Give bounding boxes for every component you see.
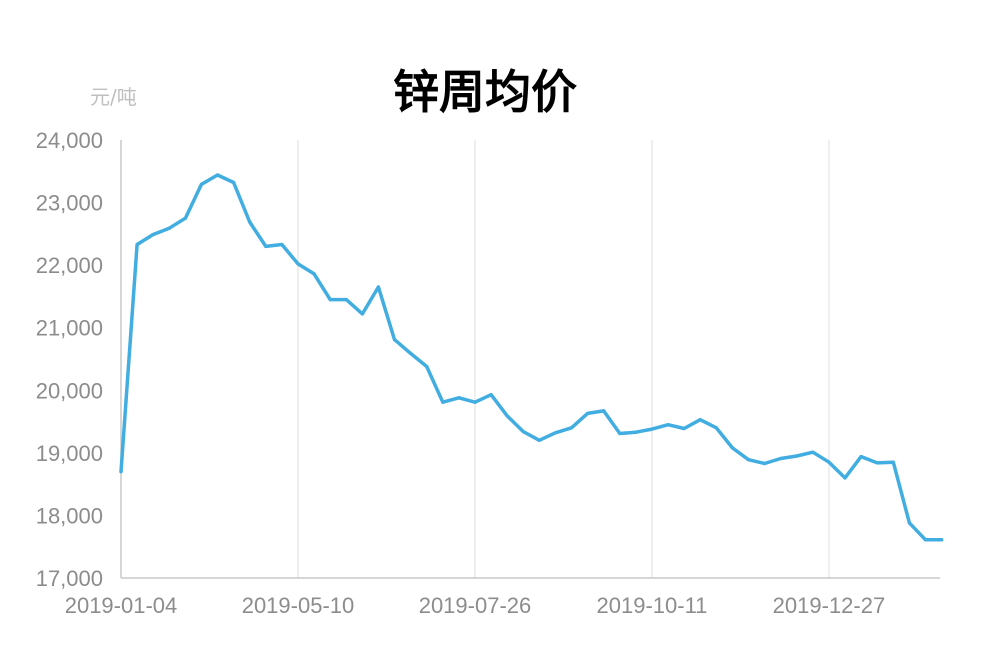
x-tick-label: 2019-10-11 xyxy=(597,593,708,618)
data-point xyxy=(199,182,203,186)
data-point xyxy=(923,538,928,542)
data-point xyxy=(843,476,847,480)
y-tick-label: 17,000 xyxy=(36,566,103,591)
data-point xyxy=(553,431,558,435)
data-point xyxy=(248,220,252,224)
y-tick-label: 22,000 xyxy=(36,253,103,278)
data-point xyxy=(763,461,767,466)
data-point xyxy=(473,400,477,404)
data-point xyxy=(167,226,171,230)
data-point xyxy=(360,312,364,316)
data-point xyxy=(779,456,783,461)
data-point xyxy=(521,430,525,434)
data-point xyxy=(746,458,751,462)
series-layer xyxy=(119,173,944,542)
data-point xyxy=(409,351,413,355)
data-point xyxy=(891,460,895,464)
x-tick-label: 2019-01-04 xyxy=(65,593,178,618)
y-tick-label: 19,000 xyxy=(36,441,103,466)
y-tick-label: 21,000 xyxy=(36,316,103,341)
x-axis-tick-labels: 2019-01-04 2019-05-10 2019-07-26 2019-10-11… xyxy=(65,593,886,618)
data-point xyxy=(714,426,718,430)
data-point xyxy=(183,216,187,220)
data-point xyxy=(618,431,622,436)
y-axis-unit-label: 元/吨 xyxy=(90,85,137,109)
y-axis-tick-labels: 24,000 23,000 22,000 21,000 20,000 19,000 18,0… xyxy=(36,128,103,591)
y-tick-label: 18,000 xyxy=(36,503,103,528)
data-point xyxy=(940,538,944,542)
axes xyxy=(120,140,940,579)
data-point xyxy=(795,454,799,458)
data-point xyxy=(666,423,670,427)
data-point xyxy=(151,232,155,237)
data-point xyxy=(811,450,815,454)
y-tick-label: 23,000 xyxy=(36,191,103,216)
data-point xyxy=(569,426,574,430)
data-point xyxy=(650,427,654,431)
data-point xyxy=(344,298,348,302)
series-line-0 xyxy=(119,173,944,542)
data-point xyxy=(602,409,606,413)
data-point xyxy=(119,470,123,474)
data-point xyxy=(505,414,509,418)
x-tick-label: 2019-05-10 xyxy=(242,593,355,618)
data-point xyxy=(537,438,541,442)
data-point xyxy=(634,430,638,434)
data-point xyxy=(376,285,380,289)
data-point xyxy=(425,364,429,369)
vertical-gridlines xyxy=(297,140,830,578)
data-point xyxy=(698,418,702,422)
data-point xyxy=(586,411,590,415)
data-point xyxy=(328,298,332,302)
data-point xyxy=(392,338,397,342)
data-point xyxy=(859,455,863,459)
data-point xyxy=(264,244,268,248)
y-tick-label: 24,000 xyxy=(36,128,103,153)
data-point xyxy=(875,461,879,465)
x-tick-label: 2019-12-27 xyxy=(773,593,886,618)
data-point xyxy=(441,400,445,404)
data-point xyxy=(135,242,139,247)
data-point xyxy=(296,262,300,266)
data-point xyxy=(215,173,220,177)
data-point xyxy=(489,393,493,397)
y-tick-label: 20,000 xyxy=(36,378,103,403)
data-point xyxy=(312,272,316,276)
data-point xyxy=(232,180,236,185)
data-point xyxy=(280,242,284,247)
data-point xyxy=(682,426,686,431)
data-point xyxy=(827,460,831,464)
data-point xyxy=(457,396,461,400)
chart-title: 锌周均价 xyxy=(393,65,577,119)
x-tick-label: 2019-07-26 xyxy=(419,593,532,618)
data-point xyxy=(730,446,735,450)
data-point xyxy=(907,521,912,525)
